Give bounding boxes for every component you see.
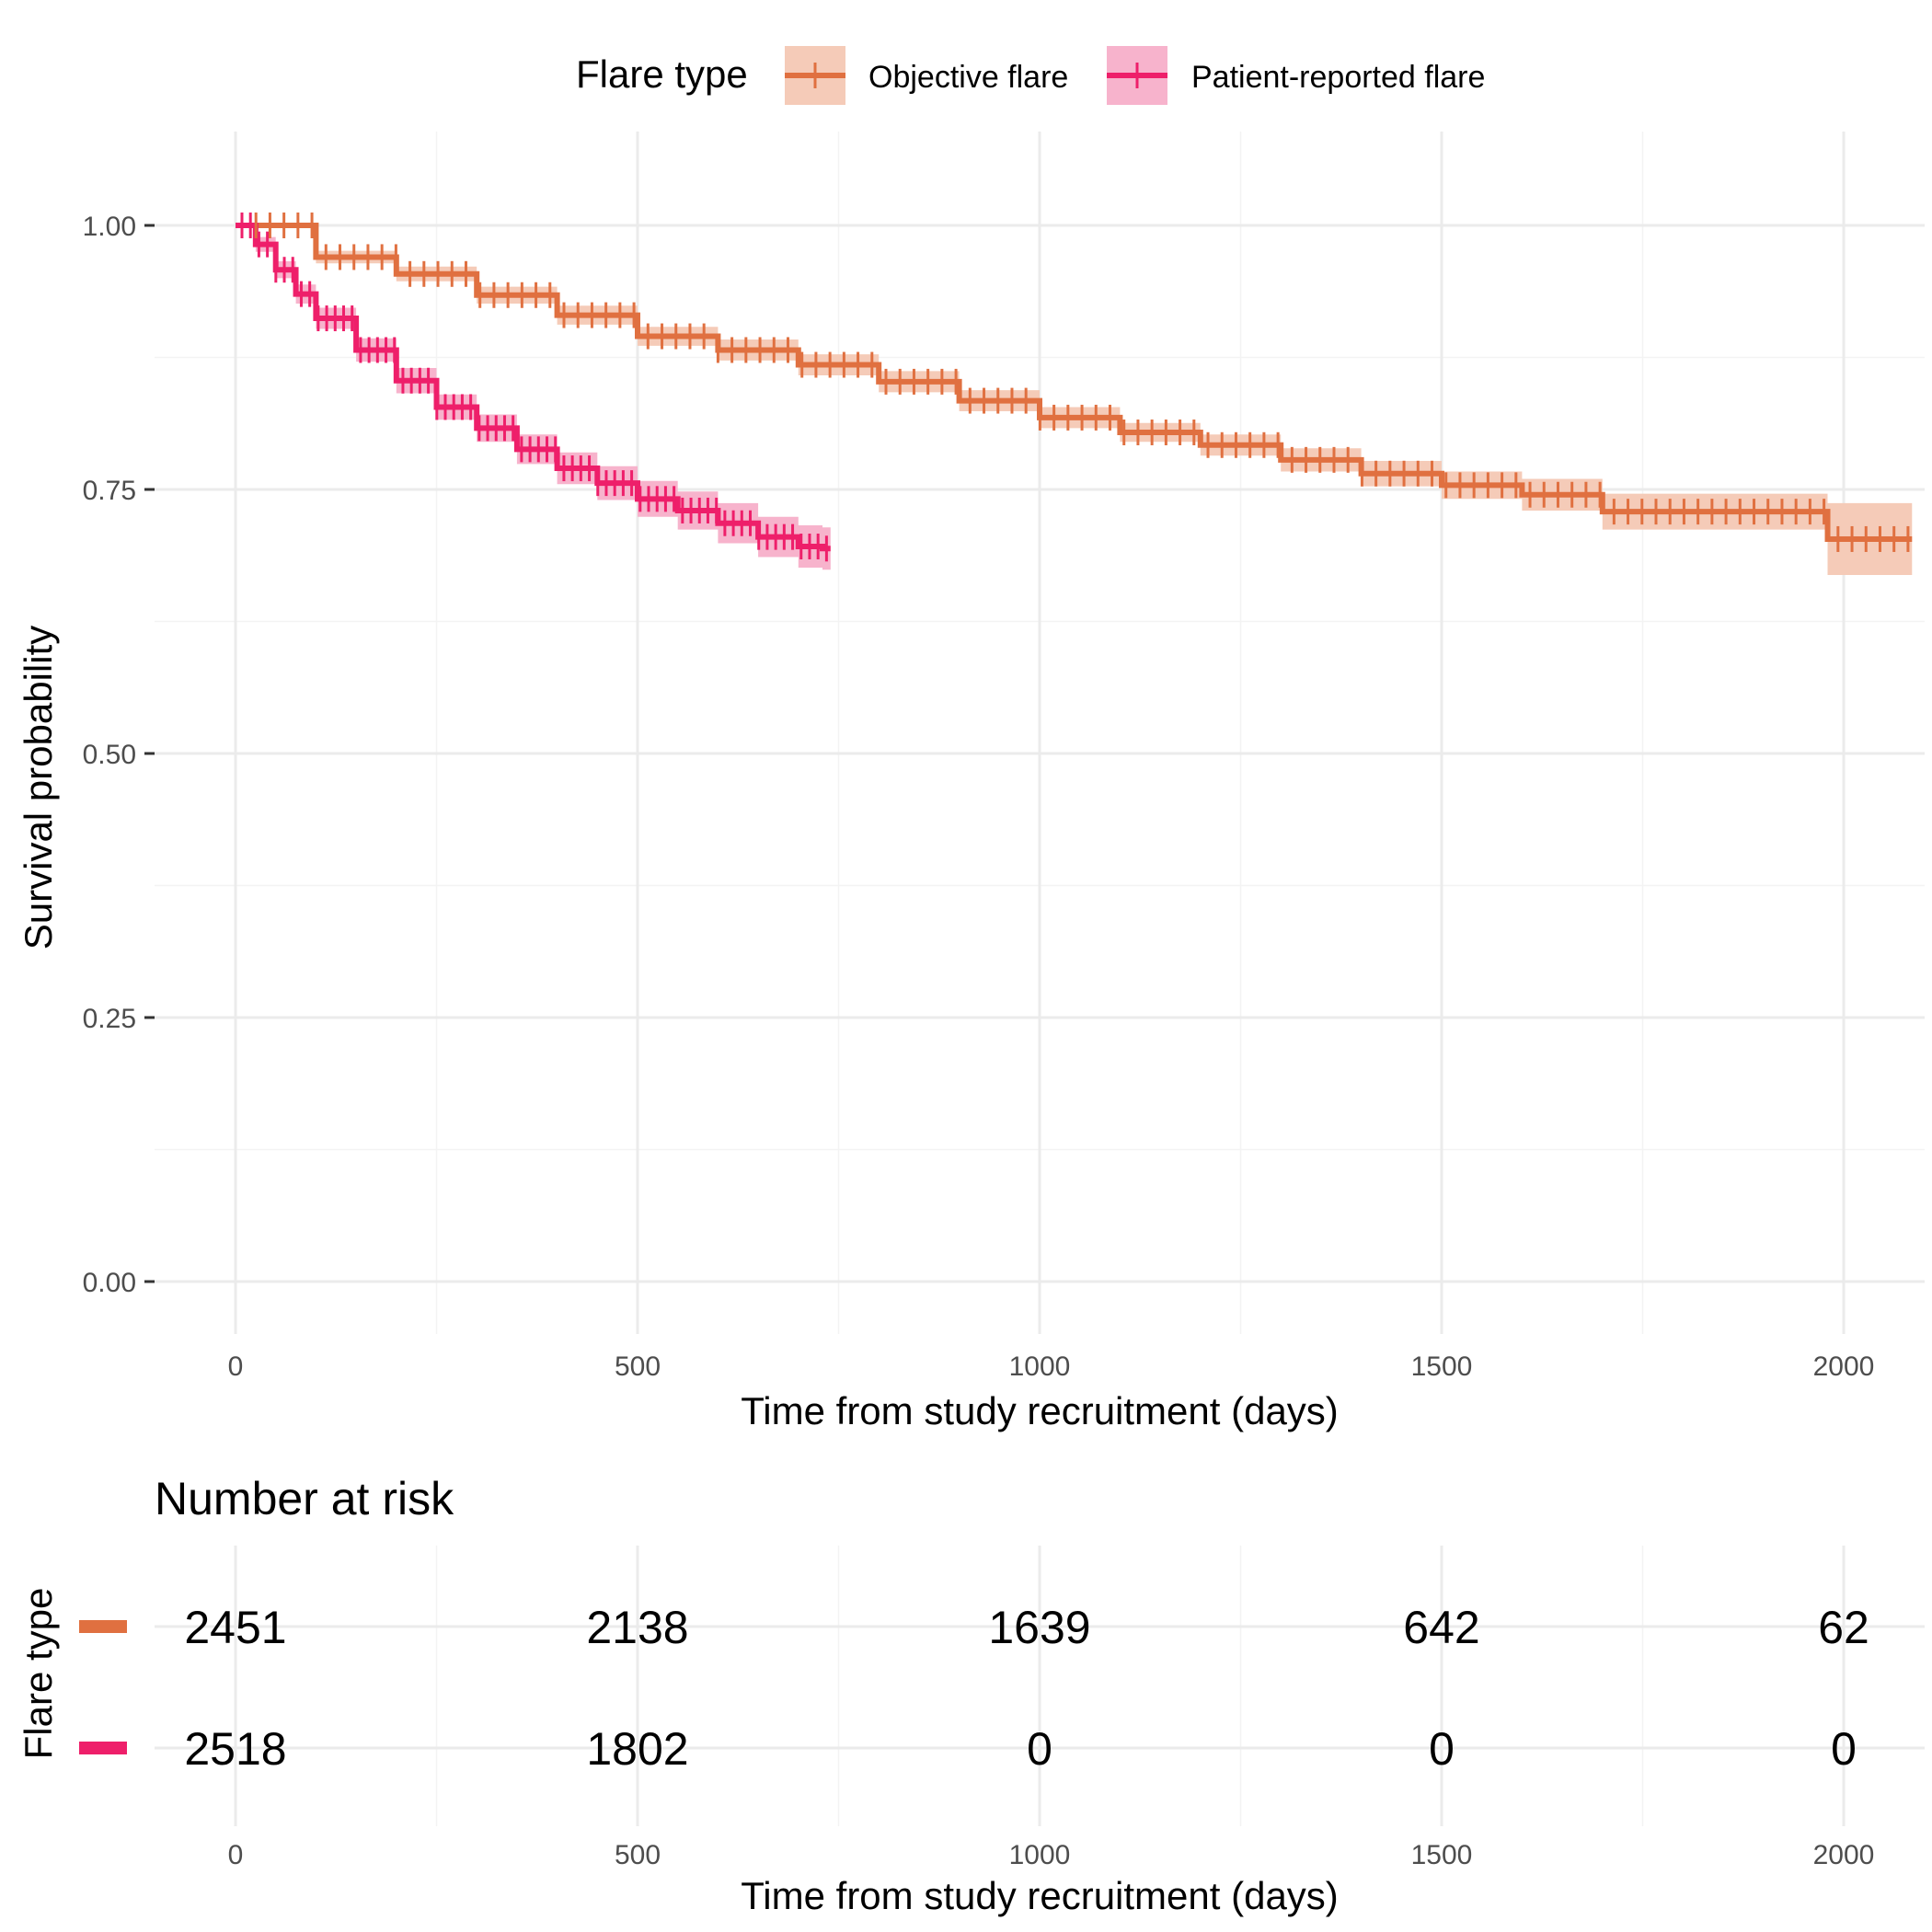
- risk-y-axis-title: Flare type: [17, 1588, 60, 1760]
- censor-marks: [240, 213, 1910, 562]
- risk-x-tick-label: 1000: [1009, 1840, 1071, 1870]
- legend-title: Flare type: [576, 52, 748, 96]
- risk-table-title: Number at risk: [155, 1473, 454, 1524]
- risk-value: 0: [1027, 1723, 1052, 1775]
- risk-value: 2518: [184, 1723, 286, 1775]
- risk-value: 2138: [586, 1602, 688, 1653]
- risk-table: Number at risk 2451 2138 1639 642 62 2518 1802…: [17, 1473, 1925, 1917]
- risk-row-keys: [79, 1620, 127, 1754]
- legend: Flare type Objective flare Patient-repor…: [576, 46, 1485, 105]
- survival-plot: 0.00 0.25 0.50 0.75 1.00 0 500 1000 1500 2000 Tim…: [17, 132, 1925, 1432]
- risk-x-tick-label: 1500: [1411, 1840, 1473, 1870]
- main-grid: [155, 132, 1925, 1334]
- y-tick-label: 0.50: [83, 740, 136, 770]
- legend-label-objective: Objective flare: [868, 60, 1068, 95]
- risk-key-patient: [79, 1742, 127, 1754]
- ci-bands: [236, 225, 1913, 575]
- risk-value: 62: [1818, 1602, 1869, 1653]
- y-tick-label: 1.00: [83, 212, 136, 242]
- risk-value: 0: [1429, 1723, 1455, 1775]
- main-axes: 0.00 0.25 0.50 0.75 1.00 0 500 1000 1500 2000: [83, 212, 1875, 1382]
- risk-value: 642: [1403, 1602, 1479, 1653]
- risk-x-tick-label: 500: [615, 1840, 661, 1870]
- curve-patient: [236, 223, 831, 552]
- risk-key-objective: [79, 1620, 127, 1633]
- curve-objective: [236, 223, 1913, 542]
- x-tick-label: 1500: [1411, 1351, 1473, 1382]
- risk-value: 1639: [988, 1602, 1090, 1653]
- risk-value: 2451: [184, 1602, 286, 1653]
- risk-value: 0: [1831, 1723, 1857, 1775]
- y-tick-label: 0.25: [83, 1004, 136, 1034]
- main-y-axis-title: Survival probability: [17, 626, 60, 950]
- legend-label-patient: Patient-reported flare: [1191, 60, 1485, 95]
- y-tick-label: 0.00: [83, 1268, 136, 1298]
- risk-grid: [155, 1546, 1925, 1826]
- x-tick-label: 500: [615, 1351, 661, 1382]
- main-x-axis-title: Time from study recruitment (days): [741, 1389, 1339, 1432]
- x-tick-label: 1000: [1009, 1351, 1071, 1382]
- risk-x-tick-label: 2000: [1813, 1840, 1875, 1870]
- risk-values: 2451 2138 1639 642 62 2518 1802 0 0 0: [184, 1602, 1869, 1775]
- risk-axes: 0 500 1000 1500 2000: [228, 1840, 1875, 1870]
- x-tick-label: 2000: [1813, 1351, 1875, 1382]
- risk-x-axis-title: Time from study recruitment (days): [741, 1874, 1339, 1917]
- y-tick-label: 0.75: [83, 476, 136, 506]
- x-tick-label: 0: [228, 1351, 244, 1382]
- ci-band-objective: [236, 225, 1913, 575]
- risk-x-tick-label: 0: [228, 1840, 244, 1870]
- risk-value: 1802: [586, 1723, 688, 1775]
